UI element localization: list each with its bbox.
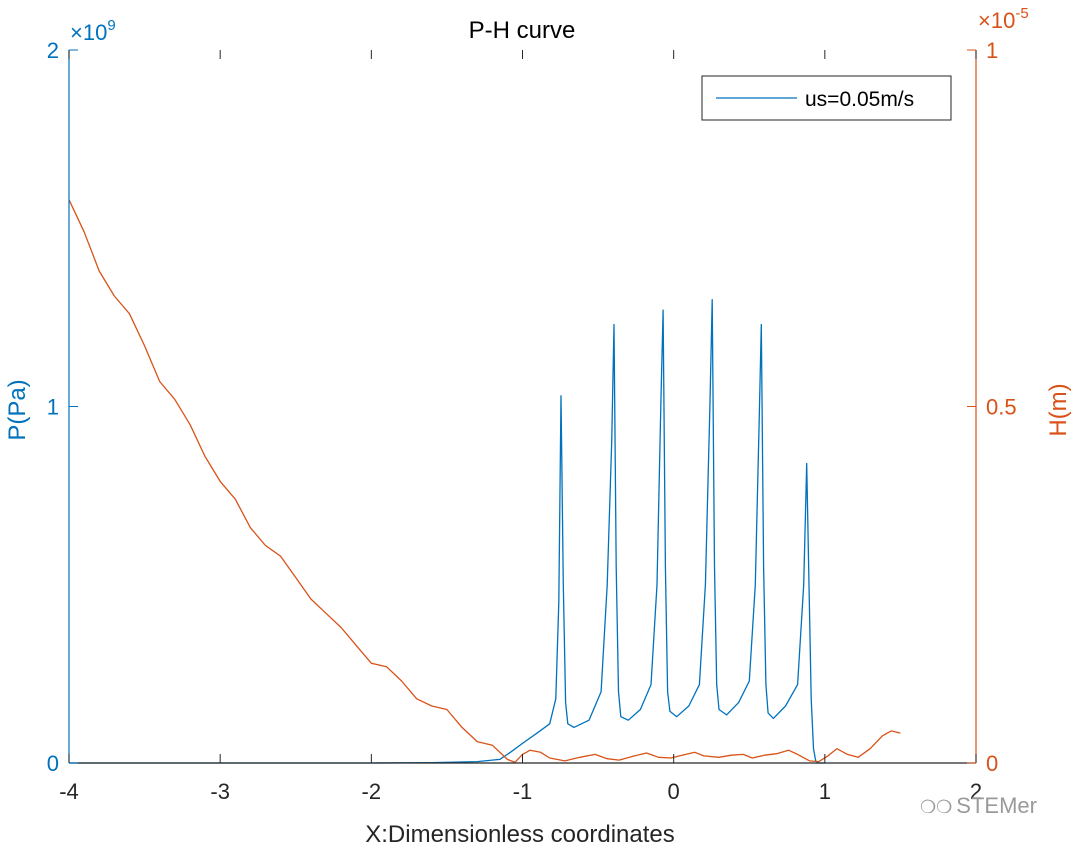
x-tick-label: -4 — [59, 779, 79, 804]
x-tick-label: 2 — [970, 779, 982, 804]
watermark-text: STEMer — [956, 793, 1037, 818]
y-left-tick-label: 1 — [47, 395, 59, 420]
x-tick-label: -2 — [362, 779, 382, 804]
plot-area — [68, 199, 901, 764]
y-left-tick-label: 2 — [47, 38, 59, 63]
y-right-tick-label: 0.5 — [986, 395, 1017, 420]
watermark: ❍❍ STEMer — [920, 793, 1037, 819]
y-left-tick-label: 0 — [47, 751, 59, 776]
legend: us=0.05m/s — [701, 75, 952, 121]
y-right-axis-label: H(m) — [1045, 383, 1072, 436]
x-axis-label: X:Dimensionless coordinates — [365, 821, 674, 848]
y-right-tick-label: 1 — [986, 38, 998, 63]
series-line-pressure — [69, 298, 825, 764]
x-tick-label: 0 — [668, 779, 680, 804]
y-left-exponent-label: ×109 — [70, 17, 116, 45]
series-line-film-thickness — [68, 199, 901, 763]
x-tick-label: -1 — [513, 779, 533, 804]
y-right-tick-label: 0 — [986, 751, 998, 776]
wechat-icon: ❍❍ — [920, 797, 953, 817]
x-tick-label: 1 — [819, 779, 831, 804]
y-left-axis-label: P(Pa) — [4, 379, 31, 440]
legend-entry-pressure: us=0.05m/s — [805, 88, 914, 111]
chart-title: P-H curve — [469, 17, 576, 44]
x-tick-label: -3 — [210, 779, 230, 804]
y-right-exponent-label: ×10-5 — [978, 5, 1029, 33]
